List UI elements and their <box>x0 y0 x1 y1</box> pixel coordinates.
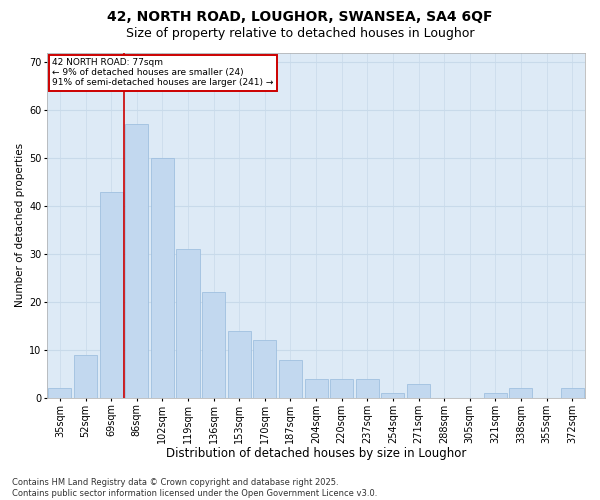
Bar <box>305 378 328 398</box>
Bar <box>151 158 174 398</box>
Text: 42 NORTH ROAD: 77sqm
← 9% of detached houses are smaller (24)
91% of semi-detach: 42 NORTH ROAD: 77sqm ← 9% of detached ho… <box>52 58 274 88</box>
Bar <box>356 378 379 398</box>
Text: 42, NORTH ROAD, LOUGHOR, SWANSEA, SA4 6QF: 42, NORTH ROAD, LOUGHOR, SWANSEA, SA4 6Q… <box>107 10 493 24</box>
Bar <box>100 192 122 398</box>
Bar <box>560 388 584 398</box>
Bar <box>382 393 404 398</box>
Bar <box>279 360 302 398</box>
Bar <box>253 340 277 398</box>
Text: Size of property relative to detached houses in Loughor: Size of property relative to detached ho… <box>126 28 474 40</box>
Y-axis label: Number of detached properties: Number of detached properties <box>15 143 25 308</box>
Bar <box>509 388 532 398</box>
Text: Contains HM Land Registry data © Crown copyright and database right 2025.
Contai: Contains HM Land Registry data © Crown c… <box>12 478 377 498</box>
Bar <box>176 249 200 398</box>
Bar <box>202 292 225 398</box>
Bar <box>49 388 71 398</box>
X-axis label: Distribution of detached houses by size in Loughor: Distribution of detached houses by size … <box>166 447 466 460</box>
Bar <box>407 384 430 398</box>
Bar <box>484 393 507 398</box>
Bar <box>125 124 148 398</box>
Bar <box>330 378 353 398</box>
Bar <box>227 330 251 398</box>
Bar <box>74 354 97 398</box>
